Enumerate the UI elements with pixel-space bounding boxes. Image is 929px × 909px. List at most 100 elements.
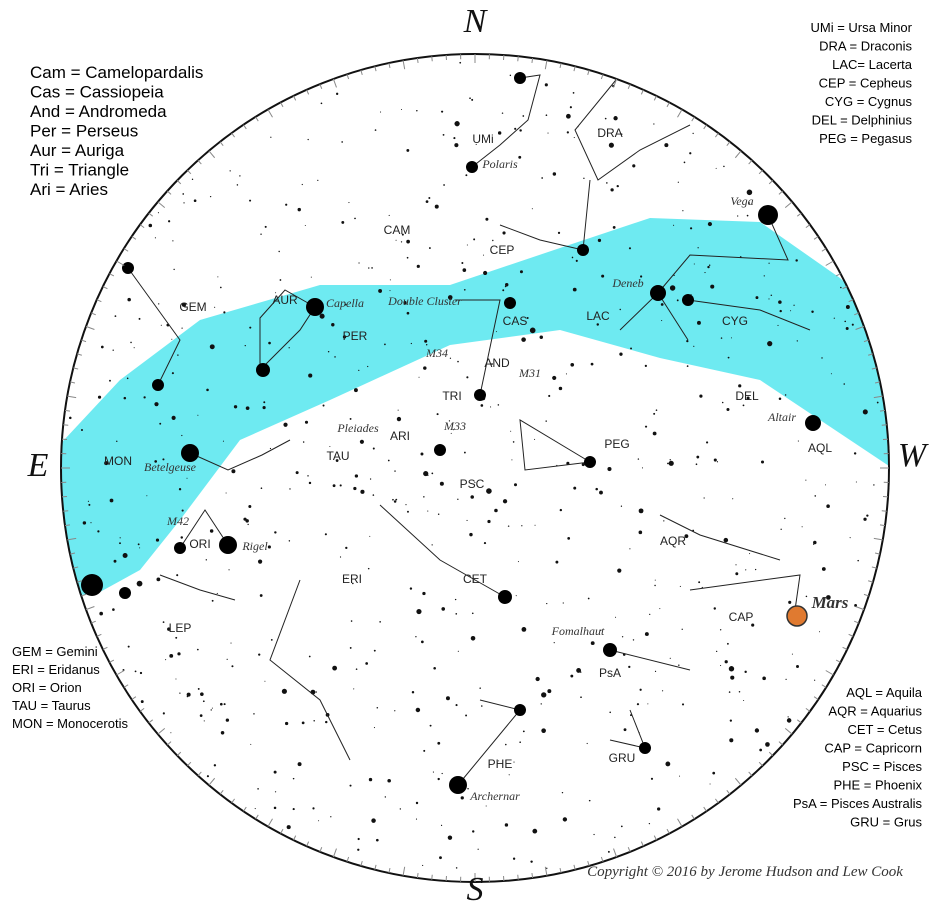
star (754, 568, 757, 571)
star (513, 483, 518, 487)
star (257, 788, 259, 790)
constellation-line (499, 179, 591, 251)
star (502, 499, 508, 504)
horizon-tick (734, 777, 742, 786)
star (423, 749, 426, 752)
star (140, 700, 144, 704)
star (284, 721, 289, 726)
star (181, 509, 184, 512)
star (233, 405, 238, 409)
star (824, 484, 827, 486)
star (720, 664, 722, 667)
star (778, 397, 782, 401)
star (679, 585, 681, 587)
star (454, 598, 457, 601)
horizon-tick (219, 141, 224, 147)
star (647, 703, 649, 705)
star (729, 719, 732, 722)
star (394, 710, 396, 712)
horizon-tick (677, 109, 683, 118)
star (416, 608, 422, 615)
constellation-label: UMi (472, 132, 493, 146)
star (552, 375, 557, 381)
legend-entry: Aur = Auriga (30, 141, 125, 160)
horizon-tick (531, 57, 534, 64)
star (416, 110, 418, 112)
star (754, 728, 760, 733)
star (466, 519, 468, 522)
star (862, 409, 868, 415)
horizon-tick (388, 62, 391, 69)
horizon-tick (63, 510, 69, 512)
star (607, 466, 612, 472)
horizon-tick (881, 424, 887, 426)
star (375, 838, 379, 842)
star (339, 484, 342, 487)
star (705, 441, 709, 444)
star (455, 613, 458, 615)
horizon-tick (76, 580, 82, 583)
constellation-label: TRI (442, 389, 461, 403)
planet-mars (786, 605, 808, 627)
constellation-label: CAP (729, 610, 754, 624)
star (146, 495, 148, 497)
star (653, 123, 655, 125)
star (738, 690, 741, 693)
star (604, 117, 607, 120)
horizon-tick (197, 160, 202, 165)
star (236, 184, 239, 186)
star (335, 92, 339, 95)
star (765, 742, 770, 747)
star (826, 595, 831, 600)
horizon-tick (666, 828, 670, 834)
star (521, 525, 523, 527)
star (729, 738, 734, 743)
star (459, 61, 462, 64)
horizon-tick (346, 74, 350, 80)
horizon-tick (613, 848, 618, 858)
star (245, 406, 250, 411)
star (755, 296, 759, 300)
bright-star (466, 161, 478, 173)
star (119, 542, 121, 545)
star (620, 505, 623, 507)
star (445, 696, 450, 701)
star (344, 303, 347, 306)
star (749, 553, 751, 555)
star (137, 543, 140, 546)
star (473, 238, 476, 241)
star (677, 181, 679, 183)
horizon-tick (176, 180, 182, 185)
star (668, 460, 674, 466)
star (650, 777, 654, 780)
star (529, 327, 536, 334)
star (123, 396, 127, 400)
horizon-tick (517, 56, 519, 62)
star (467, 788, 469, 790)
constellation-label: LEP (169, 621, 192, 635)
star (553, 642, 555, 644)
star (247, 548, 250, 551)
star (588, 799, 591, 802)
star (127, 645, 130, 648)
star (205, 559, 207, 561)
star (821, 357, 823, 359)
star (486, 488, 492, 494)
star (547, 689, 552, 694)
star (689, 152, 692, 155)
horizon-tick (388, 867, 391, 874)
star (715, 650, 718, 653)
horizon-tick (69, 381, 76, 384)
star (371, 267, 373, 269)
star (191, 178, 194, 181)
star (175, 636, 178, 639)
star (552, 172, 557, 176)
star (470, 636, 476, 641)
star (400, 241, 403, 243)
horizon-tick (835, 273, 841, 277)
horizon-tick (627, 847, 631, 853)
horizon-tick (139, 224, 145, 229)
star (483, 542, 487, 545)
star (472, 830, 475, 833)
bright-star (122, 262, 134, 274)
